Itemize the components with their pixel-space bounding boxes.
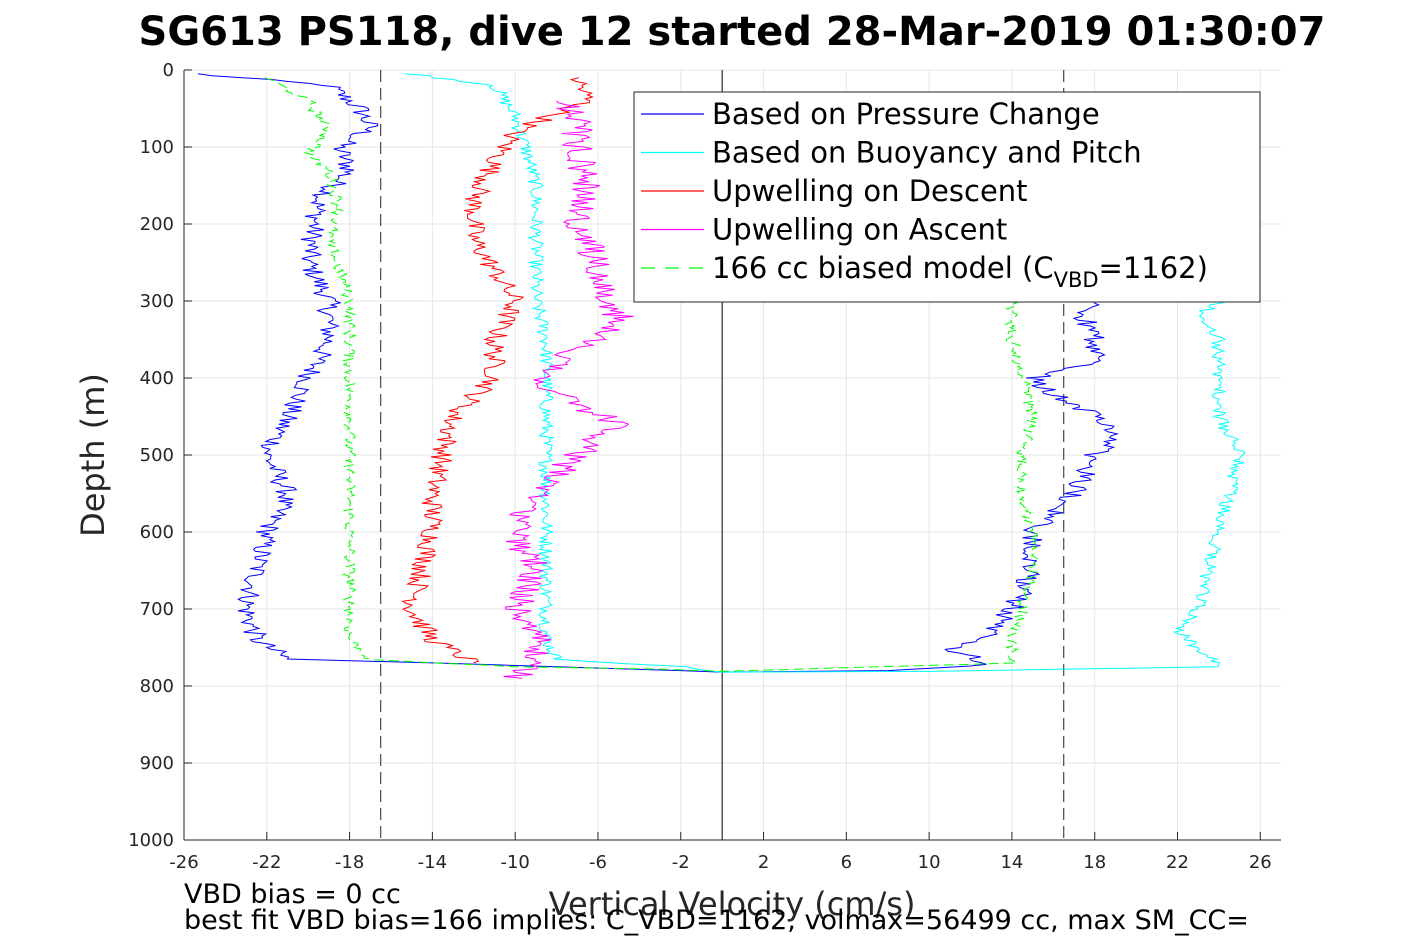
y-axis-label: Depth (m) [74,373,112,537]
axes: -26 -22 -18 -14 -10 -6 -2 2 6 10 14 18 22 26010020030… [128,60,1281,873]
legend-label-0: Based on Pressure Change [712,97,1100,131]
series-3 [503,100,634,679]
y-tick-label: 400 [140,368,174,389]
x-tick-label: -6 [589,852,607,873]
y-tick-label: 700 [140,599,174,620]
x-tick-label: 18 [1083,852,1106,873]
series-line-4-1 [718,300,1039,672]
y-tick-label: 600 [140,522,174,543]
x-tick-label: -2 [672,852,690,873]
chart-title: SG613 PS118, dive 12 started 28-Mar-2019… [139,9,1326,55]
y-tick-label: 1000 [128,830,174,851]
legend: Based on Pressure Change Based on Buoyanc… [633,91,1261,303]
series-line-2-0 [401,77,594,664]
legend-label-3: Upwelling on Ascent [712,213,1007,247]
x-tick-label: 6 [841,852,852,873]
x-tick-label: -26 [169,852,198,873]
legend-subscript: VBD [1054,268,1099,292]
legend-label-2: Upwelling on Descent [712,174,1028,208]
legend-label-1: Based on Buoyancy and Pitch [712,136,1142,170]
legend-box [633,91,1261,303]
series-4 [264,77,1039,672]
series-1 [404,73,1246,673]
y-tick-label: 800 [140,676,174,697]
x-tick-label: -14 [418,852,447,873]
series-0 [197,73,1120,673]
series-line-1-1 [722,300,1246,673]
series-group [197,73,1246,679]
footer-bias-line: VBD bias = 0 cc [184,879,401,910]
y-tick-label: 100 [140,137,174,158]
y-tick-label: 200 [140,214,174,235]
y-tick-label: 0 [163,60,174,81]
series-line-1-0 [404,73,723,673]
series-line-0-1 [722,300,1120,673]
footer-bestfit-line: best fit VBD bias=166 implies: C_VBD=116… [184,905,1249,936]
y-tick-label: 300 [140,291,174,312]
x-tick-label: -22 [252,852,281,873]
x-tick-label: 2 [758,852,769,873]
y-tick-label: 500 [140,445,174,466]
series-line-0-0 [197,73,723,673]
x-tick-label: 22 [1166,852,1189,873]
x-tick-label: 14 [1000,852,1023,873]
legend-label-tail: =1162) [1099,251,1208,285]
x-tick-label: 10 [918,852,941,873]
x-tick-label: -18 [335,852,364,873]
series-line-4-0 [264,77,723,672]
series-2 [401,77,594,664]
x-tick-label: 26 [1249,852,1272,873]
x-tick-label: -10 [500,852,529,873]
x-axis-label: Vertical Velocity (cm/s) [549,885,916,923]
series-line-3-0 [503,100,634,679]
y-tick-label: 900 [140,753,174,774]
